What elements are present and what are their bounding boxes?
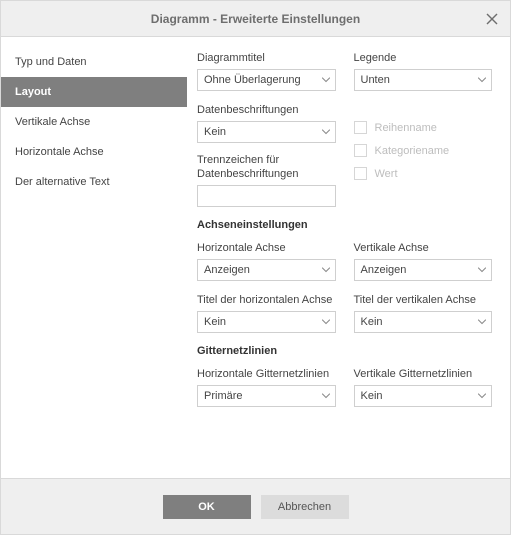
separator-input[interactable] bbox=[197, 185, 336, 207]
vertical-gridlines-label: Vertikale Gitternetzlinien bbox=[354, 367, 493, 381]
checkbox-value: Wert bbox=[354, 167, 493, 180]
sidebar-item-label: Vertikale Achse bbox=[15, 116, 90, 128]
vertical-axis-title-select[interactable]: Kein bbox=[354, 311, 493, 333]
sidebar: Typ und Daten Layout Vertikale Achse Hor… bbox=[1, 37, 187, 478]
vertical-axis-label: Vertikale Achse bbox=[354, 241, 493, 255]
sidebar-item-layout[interactable]: Layout bbox=[1, 77, 187, 107]
separator-label: Trennzeichen für Datenbeschriftungen bbox=[197, 153, 336, 181]
chevron-down-icon bbox=[478, 268, 486, 273]
chevron-down-icon bbox=[322, 78, 330, 83]
vertical-axis-title-value: Kein bbox=[361, 316, 383, 328]
axis-settings-heading: Achseneinstellungen bbox=[197, 219, 492, 231]
layout-panel: Diagrammtitel Ohne Überlagerung Legende … bbox=[187, 37, 510, 478]
gridlines-heading: Gitternetzlinien bbox=[197, 345, 492, 357]
chevron-down-icon bbox=[322, 130, 330, 135]
cancel-button[interactable]: Abbrechen bbox=[261, 495, 349, 519]
titlebar: Diagramm - Erweiterte Einstellungen bbox=[1, 1, 510, 37]
vertical-gridlines-select[interactable]: Kein bbox=[354, 385, 493, 407]
advanced-settings-dialog: Diagramm - Erweiterte Einstellungen Typ … bbox=[0, 0, 511, 535]
sidebar-item-vertical-axis[interactable]: Vertikale Achse bbox=[1, 107, 187, 137]
sidebar-item-label: Layout bbox=[15, 86, 51, 98]
vertical-gridlines-value: Kein bbox=[361, 390, 383, 402]
horizontal-axis-value: Anzeigen bbox=[204, 264, 250, 276]
horizontal-axis-select[interactable]: Anzeigen bbox=[197, 259, 336, 281]
sidebar-item-horizontal-axis[interactable]: Horizontale Achse bbox=[1, 137, 187, 167]
chevron-down-icon bbox=[478, 394, 486, 399]
chart-title-label: Diagrammtitel bbox=[197, 51, 336, 65]
dialog-title: Diagramm - Erweiterte Einstellungen bbox=[151, 12, 360, 26]
cancel-button-label: Abbrechen bbox=[278, 501, 331, 513]
sidebar-item-type-data[interactable]: Typ und Daten bbox=[1, 47, 187, 77]
chevron-down-icon bbox=[322, 394, 330, 399]
close-icon bbox=[486, 9, 498, 30]
sidebar-item-alt-text[interactable]: Der alternative Text bbox=[1, 167, 187, 197]
horizontal-axis-title-label: Titel der horizontalen Achse bbox=[197, 293, 336, 307]
sidebar-item-label: Typ und Daten bbox=[15, 56, 87, 68]
checkbox-icon bbox=[354, 167, 367, 180]
legend-value: Unten bbox=[361, 74, 390, 86]
checkbox-label: Kategoriename bbox=[375, 145, 450, 157]
data-labels-value: Kein bbox=[204, 126, 226, 138]
horizontal-axis-title-select[interactable]: Kein bbox=[197, 311, 336, 333]
chevron-down-icon bbox=[478, 320, 486, 325]
dialog-body: Typ und Daten Layout Vertikale Achse Hor… bbox=[1, 37, 510, 478]
chevron-down-icon bbox=[322, 320, 330, 325]
chart-title-value: Ohne Überlagerung bbox=[204, 74, 301, 86]
chart-title-select[interactable]: Ohne Überlagerung bbox=[197, 69, 336, 91]
data-labels-select[interactable]: Kein bbox=[197, 121, 336, 143]
close-button[interactable] bbox=[474, 1, 510, 37]
checkbox-icon bbox=[354, 144, 367, 157]
dialog-footer: OK Abbrechen bbox=[1, 478, 510, 534]
checkbox-category-name: Kategoriename bbox=[354, 144, 493, 157]
vertical-axis-select[interactable]: Anzeigen bbox=[354, 259, 493, 281]
ok-button-label: OK bbox=[198, 501, 215, 513]
checkbox-label: Reihenname bbox=[375, 122, 437, 134]
horizontal-axis-title-value: Kein bbox=[204, 316, 226, 328]
sidebar-item-label: Horizontale Achse bbox=[15, 146, 104, 158]
chevron-down-icon bbox=[322, 268, 330, 273]
legend-label: Legende bbox=[354, 51, 493, 65]
horizontal-gridlines-select[interactable]: Primäre bbox=[197, 385, 336, 407]
chevron-down-icon bbox=[478, 78, 486, 83]
checkbox-series-name: Reihenname bbox=[354, 121, 493, 134]
vertical-axis-value: Anzeigen bbox=[361, 264, 407, 276]
checkbox-icon bbox=[354, 121, 367, 134]
sidebar-item-label: Der alternative Text bbox=[15, 176, 110, 188]
horizontal-gridlines-value: Primäre bbox=[204, 390, 243, 402]
vertical-axis-title-label: Titel der vertikalen Achse bbox=[354, 293, 493, 307]
checkbox-label: Wert bbox=[375, 168, 398, 180]
ok-button[interactable]: OK bbox=[163, 495, 251, 519]
legend-select[interactable]: Unten bbox=[354, 69, 493, 91]
data-labels-label: Datenbeschriftungen bbox=[197, 103, 336, 117]
horizontal-axis-label: Horizontale Achse bbox=[197, 241, 336, 255]
horizontal-gridlines-label: Horizontale Gitternetzlinien bbox=[197, 367, 336, 381]
